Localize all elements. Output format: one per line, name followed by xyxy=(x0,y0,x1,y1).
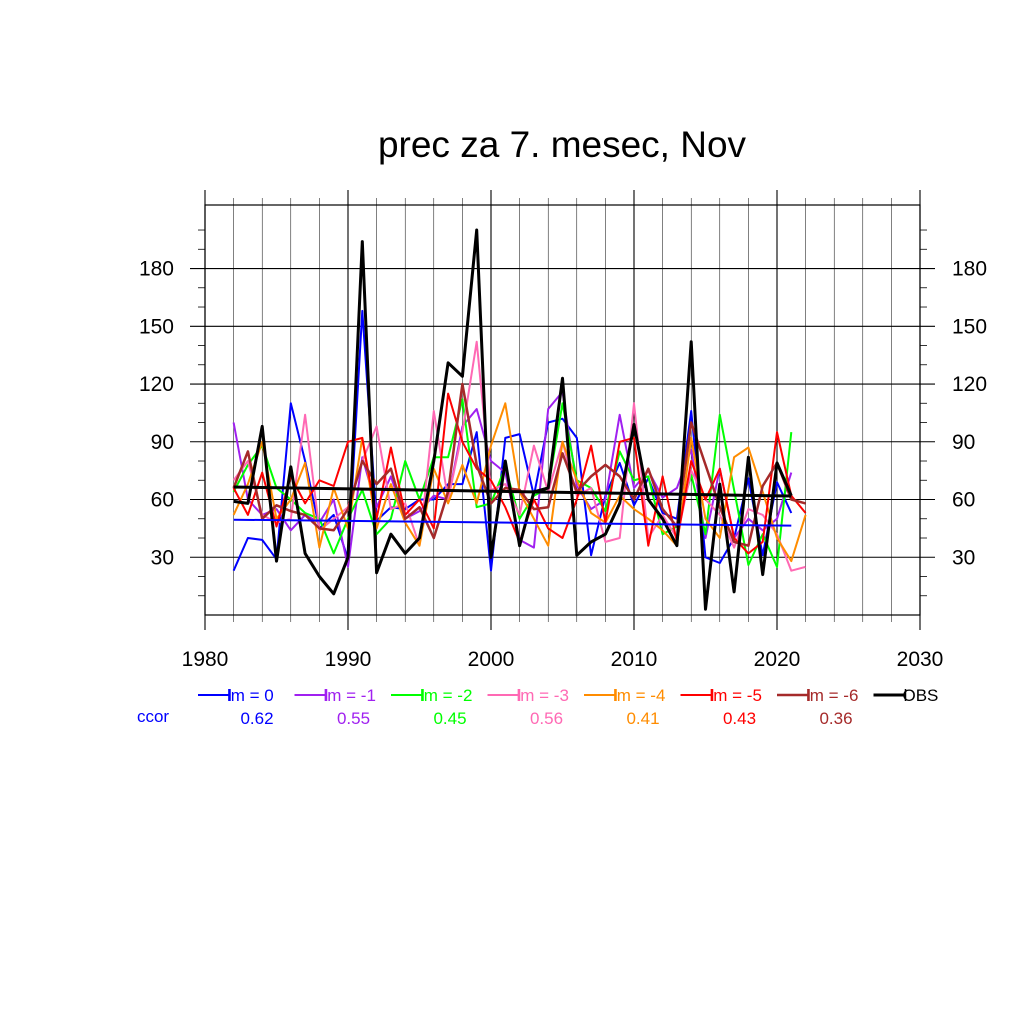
series-line-7 xyxy=(233,228,793,611)
legend-label-7: OBS xyxy=(903,686,939,705)
trend-line-7 xyxy=(233,485,792,498)
chart-title: prec za 7. mesec, Nov xyxy=(378,124,747,165)
y-tick-label-left: 120 xyxy=(139,373,174,396)
ccor-value-5: 0.43 xyxy=(723,709,756,728)
y-tick-label-right: 60 xyxy=(952,489,975,512)
legend-label-4: lm = -4 xyxy=(613,686,665,705)
ccor-value-0: 0.62 xyxy=(240,709,273,728)
trend-layer xyxy=(233,485,792,527)
y-tick-label-right: 30 xyxy=(952,546,975,569)
legend-label-1: lm = -1 xyxy=(324,686,376,705)
x-tick-label: 2000 xyxy=(468,648,515,671)
y-tick-label-left: 60 xyxy=(151,489,174,512)
plot-frame xyxy=(204,204,921,616)
x-tick-label: 1980 xyxy=(182,648,229,671)
y-tick-label-right: 150 xyxy=(952,315,987,338)
y-tick-label-left: 30 xyxy=(151,546,174,569)
x-tick-label: 1990 xyxy=(325,648,372,671)
x-tick-label: 2030 xyxy=(897,648,944,671)
trend-line-0 xyxy=(233,518,792,527)
legend-label-2: lm = -2 xyxy=(420,686,472,705)
series-line-6 xyxy=(232,382,806,547)
y-tick-label-left: 150 xyxy=(139,315,174,338)
legend-label-0: lm = 0 xyxy=(227,686,274,705)
axis-ticks: 1980 1990 2000 2010 2020 2030 30 30 60 60 90 90 120 1… xyxy=(139,229,987,671)
ccor-label: ccor xyxy=(137,707,169,726)
legend-label-5: lm = -5 xyxy=(710,686,762,705)
x-tick-label: 2020 xyxy=(754,648,801,671)
y-tick-label-right: 180 xyxy=(952,258,987,281)
legend-label-6: lm = -6 xyxy=(806,686,858,705)
y-tick-label-right: 90 xyxy=(952,431,975,454)
legend: lm = 0 0.62 lm = -1 0.55 lm = -2 0.45 lm = -3 0… xyxy=(198,686,938,728)
y-tick-label-left: 90 xyxy=(151,431,174,454)
ccor-value-4: 0.41 xyxy=(626,709,659,728)
y-tick-label-right: 120 xyxy=(952,373,987,396)
ccor-value-6: 0.36 xyxy=(819,709,852,728)
y-tick-label-left: 180 xyxy=(139,258,174,281)
x-tick-label: 2010 xyxy=(611,648,658,671)
series-line-3 xyxy=(232,340,806,572)
ccor-value-3: 0.56 xyxy=(530,709,563,728)
ccor-value-2: 0.45 xyxy=(433,709,466,728)
legend-label-3: lm = -3 xyxy=(517,686,569,705)
ccor-value-1: 0.55 xyxy=(337,709,370,728)
